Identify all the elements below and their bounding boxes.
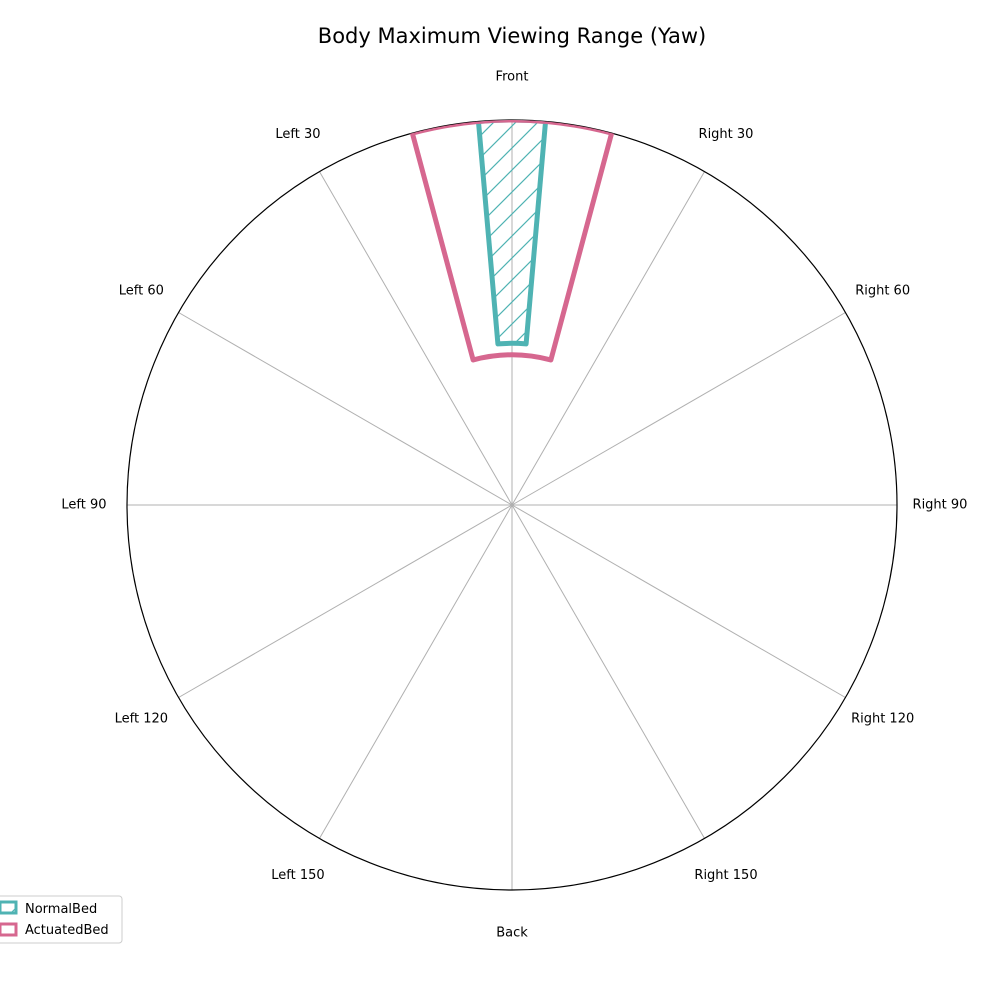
series-layer [409,120,615,363]
angular-label-front: Front [496,70,529,85]
legend-label-actuatedbed: ActuatedBed [25,923,109,938]
grid-spoke-left-60 [178,312,513,506]
angular-label-left-120: Left 120 [115,712,168,727]
grid-spoke-right-60 [511,312,846,506]
angular-label-right-90: Right 90 [913,498,968,513]
legend-swatch-normalbed [0,900,18,915]
grid-spoke-left-120 [178,504,513,698]
grid-spoke-right-120 [511,504,846,698]
legend: NormalBed ActuatedBed [0,895,123,944]
chart-title: Body Maximum Viewing Range (Yaw) [318,24,706,48]
angular-label-right-60: Right 60 [855,284,910,299]
grid-spoke-left-150 [319,504,513,839]
legend-frame [0,895,123,944]
angular-label-back: Back [496,926,528,941]
series-wedge-normalbed [475,120,549,347]
grid-spoke-right-150 [511,504,705,839]
angular-label-right-120: Right 120 [851,712,914,727]
legend-entry-actuatedbed: ActuatedBed [0,922,109,938]
angular-label-left-150: Left 150 [271,868,324,883]
angular-label-left-90: Left 90 [61,498,106,513]
angular-label-left-30: Left 30 [275,127,320,142]
legend-label-normalbed: NormalBed [25,902,97,917]
angular-label-right-150: Right 150 [694,868,757,883]
angular-tick-labels: Front Right 30 Right 60 Right 90 Right 120 Ri… [61,70,967,941]
legend-entry-normalbed: NormalBed [0,900,97,917]
series-wedge-actuatedbed [409,120,615,363]
legend-swatch-actuatedbed [0,922,18,937]
angular-label-left-60: Left 60 [119,284,164,299]
grid-spoke-left-30 [319,171,513,506]
angular-label-right-30: Right 30 [699,127,754,142]
grid-spoke-right-30 [511,171,705,506]
